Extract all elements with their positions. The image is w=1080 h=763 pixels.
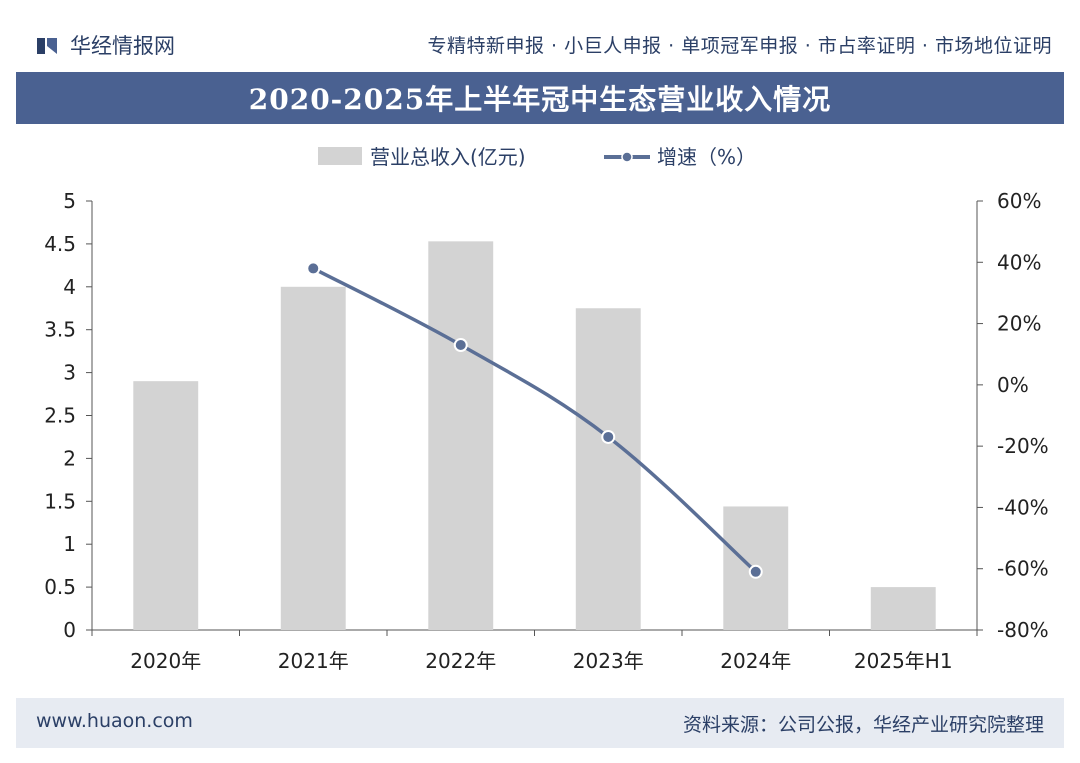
left-axis-tick-label: 4 [63, 275, 76, 299]
right-axis-tick-label: 40% [997, 250, 1041, 274]
revenue-bar [133, 381, 199, 630]
chart-title: 2020-2025年上半年冠中生态营业收入情况 [248, 83, 832, 116]
x-axis-tick-label: 2022年 [425, 649, 496, 673]
right-axis-tick-label: 0% [997, 373, 1029, 397]
legend-bar-swatch [318, 147, 362, 165]
right-axis-tick-label: -80% [997, 618, 1049, 642]
chart-svg: 营业总收入(亿元) 增速（%） 0 0.5 1 1.5 2 2.5 3 3.5 4 4.5 5 -80… [44, 145, 1048, 673]
revenue-bar [280, 286, 346, 630]
left-axis-tick-label: 2 [63, 446, 76, 470]
legend-line-label: 增速（%） [657, 145, 756, 169]
growth-point [453, 338, 468, 353]
growth-point [601, 429, 616, 444]
chart-area: 营业总收入(亿元) 增速（%） 0 0.5 1 1.5 2 2.5 3 3.5 4 4.5 5 -80… [0, 130, 1080, 700]
left-axis-tick-label: 4.5 [44, 232, 76, 256]
brand-logo-icon [37, 38, 57, 54]
growth-line [306, 261, 763, 579]
left-axis-tick-label: 2.5 [44, 404, 76, 428]
revenue-bar [870, 587, 936, 630]
left-axis-tick-label: 1 [63, 532, 76, 556]
left-axis-tick-label: 0.5 [44, 575, 76, 599]
title-bar: 2020-2025年上半年冠中生态营业收入情况 [16, 72, 1064, 124]
right-axis-tick-label: -20% [997, 434, 1049, 458]
right-axis-tick-label: -40% [997, 495, 1049, 519]
revenue-bar [428, 241, 494, 631]
x-axis-tick-label: 2021年 [278, 649, 349, 673]
right-axis-tick-label: -60% [997, 557, 1049, 581]
left-axis-tick-label: 0 [63, 618, 76, 642]
right-axis-tick-label: 20% [997, 312, 1041, 336]
growth-point [306, 261, 321, 276]
x-axis-tick-label: 2025年H1 [854, 649, 953, 673]
growth-line-path [312, 266, 757, 574]
bars [133, 241, 936, 631]
axes: 0 0.5 1 1.5 2 2.5 3 3.5 4 4.5 5 -80% -60% -40% -20% 0% 2… [44, 189, 1048, 673]
left-axis-tick-label: 1.5 [44, 489, 76, 513]
left-axis-tick-label: 5 [63, 189, 76, 213]
revenue-bar [575, 308, 641, 630]
growth-point [748, 564, 763, 579]
brand[interactable]: 华经情报网 [36, 30, 175, 60]
header: 华经情报网 专精特新申报 · 小巨人申报 · 单项冠军申报 · 市占率证明 · … [0, 0, 1080, 64]
footer: www.huaon.com 资料来源：公司公报，华经产业研究院整理 [16, 698, 1064, 748]
legend-line-marker [621, 151, 633, 163]
left-axis-tick-label: 3.5 [44, 318, 76, 342]
header-tagline: 专精特新申报 · 小巨人申报 · 单项冠军申报 · 市占率证明 · 市场地位证明 [427, 35, 1052, 57]
footer-source: 资料来源：公司公报，华经产业研究院整理 [682, 714, 1044, 736]
legend: 营业总收入(亿元) 增速（%） [318, 145, 756, 169]
right-axis-tick-label: 60% [997, 189, 1041, 213]
x-axis-tick-label: 2023年 [573, 649, 644, 673]
x-axis-tick-label: 2024年 [720, 649, 791, 673]
brand-name: 华经情报网 [70, 34, 175, 58]
legend-bar-label: 营业总收入(亿元) [370, 145, 526, 169]
left-axis-tick-label: 3 [63, 361, 76, 385]
x-axis-tick-label: 2020年 [130, 649, 201, 673]
footer-website[interactable]: www.huaon.com [36, 710, 193, 732]
